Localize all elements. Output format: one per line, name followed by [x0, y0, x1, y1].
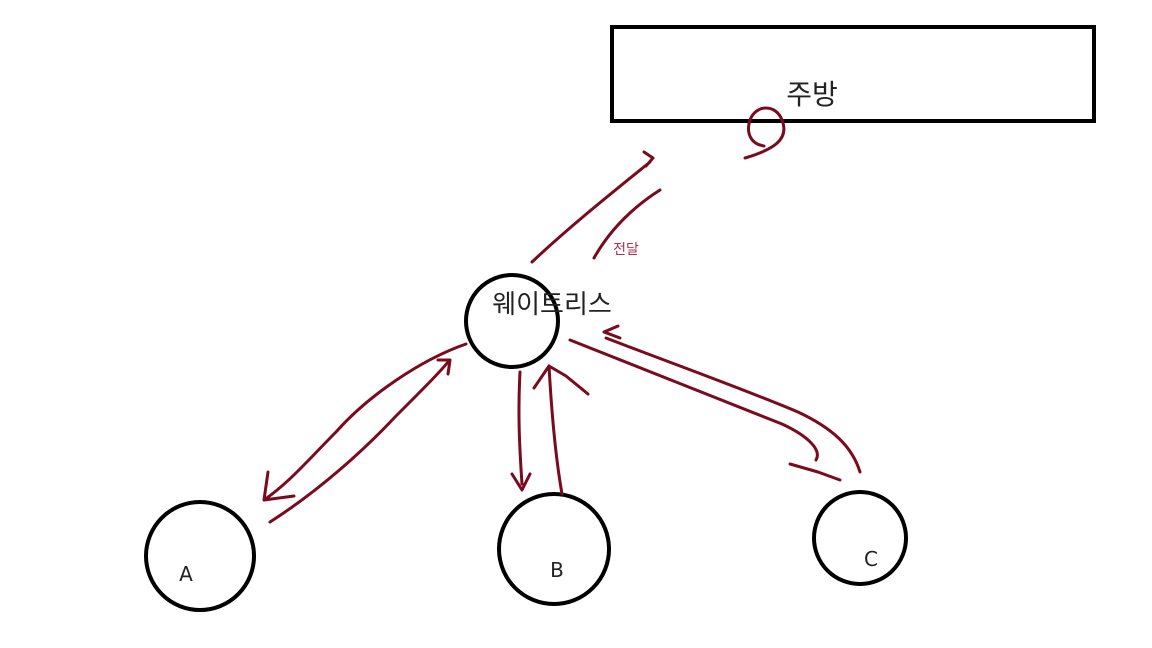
- customer-a-node: A: [144, 500, 256, 612]
- arrow-waitress-to-kitchen: [530, 150, 655, 264]
- arrow-waitress-to-b: [510, 370, 532, 492]
- kitchen-node: 주방: [610, 25, 1096, 123]
- customer-b-circle: [497, 492, 611, 606]
- customer-b-label: B: [550, 558, 564, 582]
- customer-c-label: C: [864, 547, 878, 571]
- kitchen-loop-mark: [743, 106, 786, 160]
- waitress-node: 웨이트리스: [464, 273, 612, 369]
- waitress-circle: [464, 273, 560, 369]
- arrow-a-to-waitress: [268, 358, 452, 524]
- kitchen-label: 주방: [786, 78, 838, 111]
- arrow-kitchen-to-waitress: [592, 188, 662, 260]
- transfer-note-label: 전달: [613, 242, 639, 258]
- customer-c-node: C: [812, 490, 908, 586]
- customer-b-node: B: [497, 492, 611, 606]
- arrow-waitress-to-c: [568, 338, 842, 482]
- waitress-label: 웨이트리스: [492, 290, 612, 320]
- customer-a-circle: [144, 500, 256, 612]
- customer-c-circle: [812, 490, 908, 586]
- arrow-group: [262, 106, 862, 524]
- arrow-b-to-waitress: [532, 364, 590, 496]
- arrow-waitress-to-a: [262, 342, 468, 502]
- kitchen-box: [610, 25, 1096, 123]
- customer-a-label: A: [179, 562, 193, 586]
- arrow-c-to-waitress: [602, 324, 862, 474]
